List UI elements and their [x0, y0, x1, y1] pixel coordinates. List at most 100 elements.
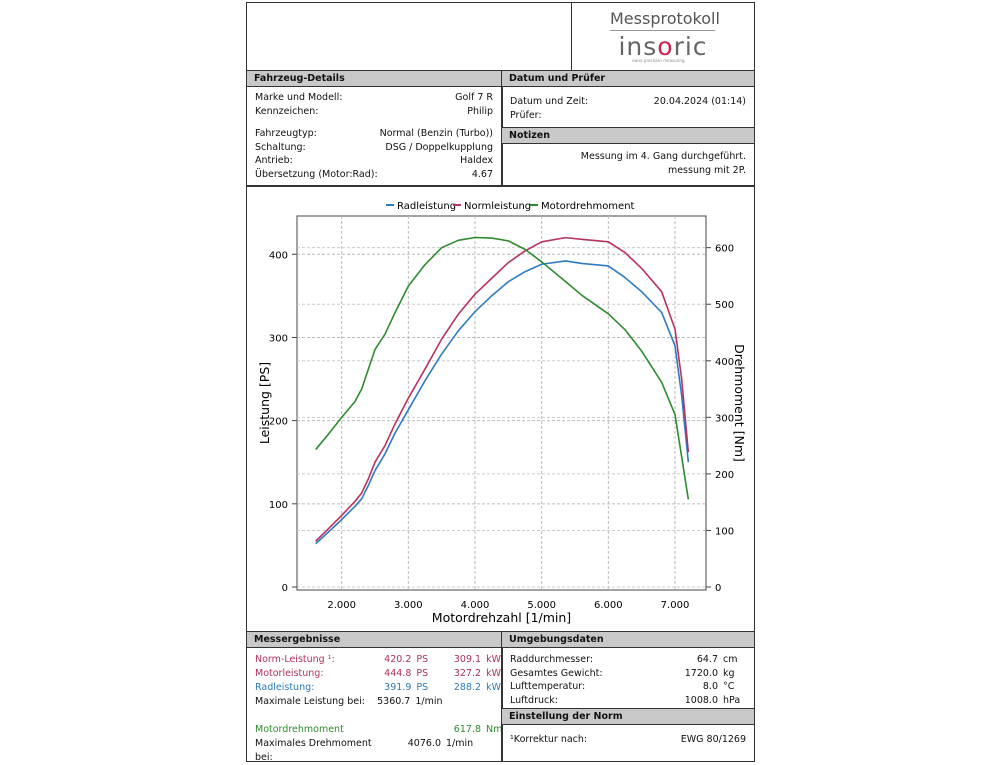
- note-line: messung mit 2P.: [667, 165, 746, 176]
- section-title: Einstellung der Norm: [502, 709, 754, 725]
- env-row: Raddurchmesser: 64.7 cm: [502, 653, 754, 667]
- power-torque-chart: 2.000 3.000 4.000 5.000 6.000 7.000 0 100 200 300…: [257, 201, 747, 625]
- logo: Messprotokoll insoric swiss precision me…: [571, 3, 754, 70]
- detail-row: Prüfer:: [502, 109, 754, 123]
- value: Haldex: [460, 155, 493, 166]
- label: Marke und Modell:: [255, 92, 343, 103]
- divider: [247, 185, 754, 187]
- label: Luftdruck:: [510, 694, 558, 706]
- result-row: Radleistung: 391.9 PS 288.2 kW: [247, 681, 501, 695]
- label: Motordrehmoment: [255, 724, 344, 735]
- env-row: Luftdruck: 1008.0 hPa: [502, 694, 754, 708]
- label: Maximale Leistung bei:: [255, 696, 365, 707]
- unit: [483, 695, 501, 709]
- legend-label: Radleistung: [397, 201, 456, 212]
- unit: PS: [416, 668, 429, 679]
- environment-data: Umgebungsdaten Raddurchmesser: 64.7 cm Gesa…: [502, 632, 754, 707]
- series-line-motordrehmoment: [315, 236, 690, 500]
- divider: [247, 631, 754, 633]
- y-axis-label: Leistung [PS]: [257, 362, 272, 444]
- section-title: Fahrzeug-Details: [247, 71, 501, 87]
- plot-frame: [296, 215, 707, 591]
- document-title: Messprotokoll: [610, 9, 720, 31]
- detail-row: Antrieb: Haldex: [247, 154, 501, 168]
- label: Gesamtes Gewicht:: [510, 667, 603, 679]
- max-torque-row: Maximales Drehmoment bei: 4076.0 1/min: [247, 737, 501, 763]
- series-line-radleistung: [315, 260, 690, 545]
- unit: kW: [486, 668, 501, 679]
- label: Schaltung:: [255, 141, 306, 153]
- value: 327.2: [453, 668, 482, 679]
- x-tick-label: 4.000: [461, 600, 490, 611]
- y2-tick-label: 400: [715, 357, 734, 368]
- x-tick-label: 7.000: [661, 600, 690, 611]
- brand-logo: insoric: [618, 32, 708, 61]
- y2-axis-label: Drehmoment [Nm]: [732, 344, 747, 462]
- brand-tagline: swiss precision measuring: [632, 58, 685, 63]
- legend-label: Motordrehmoment: [541, 201, 635, 212]
- unit: kg: [723, 667, 735, 679]
- value: 420.2: [384, 654, 412, 665]
- value: 1720.0: [684, 667, 718, 679]
- norm-row: ¹Korrektur nach: EWG 80/1269: [502, 733, 754, 747]
- label: Antrieb:: [255, 155, 293, 166]
- notes: Notizen Messung im 4. Gang durchgeführt.…: [502, 128, 754, 178]
- unit: hPa: [723, 694, 741, 706]
- unit: °C: [723, 681, 735, 692]
- y-tick-label: 100: [269, 500, 288, 511]
- series-line-normleistung: [315, 236, 690, 542]
- divider: [501, 71, 503, 186]
- label: Kennzeichen:: [255, 105, 319, 117]
- value: 617.8: [453, 724, 481, 735]
- x-tick-label: 6.000: [594, 600, 623, 611]
- torque-row: Motordrehmoment 617.8 Nm: [247, 723, 503, 737]
- x-tick-label: 3.000: [394, 600, 423, 611]
- measurement-protocol: Messprotokoll insoric swiss precision me…: [246, 2, 755, 763]
- value: 391.9: [384, 682, 412, 693]
- y-tick-label: 300: [269, 333, 288, 344]
- norm-settings: Einstellung der Norm ¹Korrektur nach: EWG…: [502, 709, 754, 747]
- unit: kW: [486, 682, 501, 693]
- label: Radleistung:: [255, 682, 315, 693]
- divider: [502, 127, 754, 129]
- value: 4076.0: [407, 738, 441, 749]
- y2-tick-label: 100: [715, 526, 734, 537]
- unit: 1/min: [446, 738, 474, 749]
- divider: [502, 708, 754, 710]
- value: 4.67: [471, 168, 493, 180]
- value: Normal (Benzin (Turbo)): [379, 128, 493, 139]
- legend-label: Normleistung: [464, 201, 531, 212]
- result-row: Maximale Leistung bei: 5360.7 1/min: [247, 695, 501, 709]
- date-and-examiner: Datum und Prüfer Datum und Zeit: 20.04.20…: [502, 71, 754, 122]
- y2-tick-label: 500: [715, 300, 734, 311]
- value: [438, 695, 483, 709]
- value: 309.1: [453, 654, 482, 665]
- y-tick-label: 0: [282, 583, 288, 594]
- env-row: Lufttemperatur: 8.0 °C: [502, 680, 754, 694]
- header: Messprotokoll insoric swiss precision me…: [247, 3, 754, 71]
- note-line: Messung im 4. Gang durchgeführt.: [580, 151, 746, 162]
- unit: Nm: [486, 724, 503, 735]
- section-title: Umgebungsdaten: [502, 632, 754, 648]
- y2-tick-label: 300: [715, 413, 734, 424]
- env-row: Gesamtes Gewicht: 1720.0 kg: [502, 667, 754, 681]
- label: Motorleistung:: [255, 668, 324, 679]
- section-title: Messergebnisse: [247, 632, 501, 648]
- section-title: Datum und Prüfer: [502, 71, 754, 87]
- x-tick-label: 2.000: [327, 600, 356, 611]
- unit: PS: [416, 654, 429, 665]
- label: Prüfer:: [510, 109, 542, 121]
- x-axis-label: Motordrehzahl [1/min]: [432, 610, 571, 625]
- vehicle-details: Fahrzeug-Details Marke und Modell: Golf 7…: [247, 71, 501, 181]
- detail-row: Übersetzung (Motor:Rad): 4.67: [247, 168, 501, 182]
- label: Maximales Drehmoment bei:: [255, 738, 372, 763]
- label: Norm-Leistung ¹:: [255, 654, 335, 665]
- value: Golf 7 R: [455, 92, 493, 103]
- value: 288.2: [453, 682, 482, 693]
- value: EWG 80/1269: [680, 734, 746, 745]
- y-tick-label: 400: [269, 250, 288, 261]
- label: Fahrzeugtyp:: [255, 128, 317, 139]
- x-tick-label: 5.000: [527, 600, 556, 611]
- value: 1008.0: [684, 694, 718, 706]
- value: DSG / Doppelkupplung: [385, 141, 493, 153]
